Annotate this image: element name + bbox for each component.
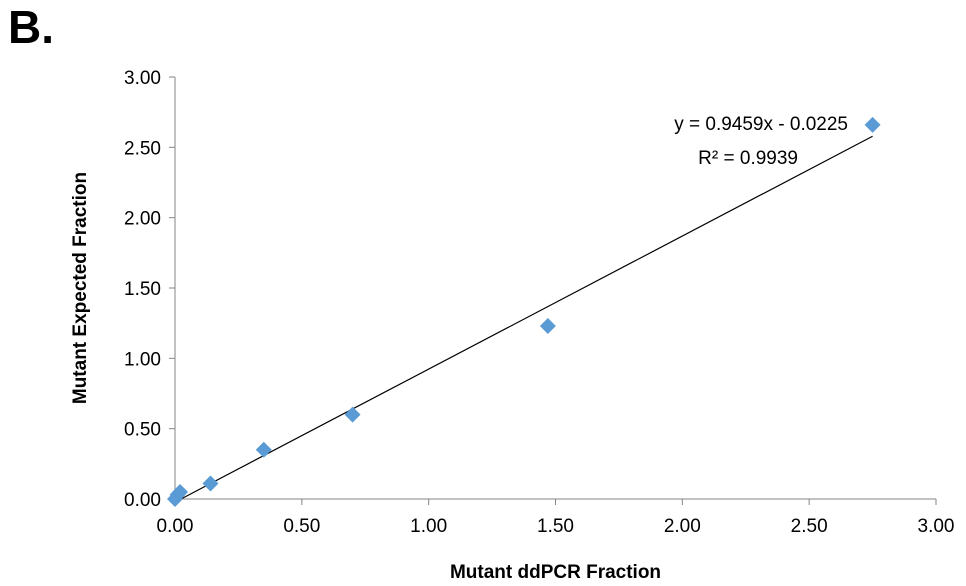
data-point	[172, 483, 189, 500]
data-point	[539, 317, 556, 334]
trendline	[179, 135, 873, 501]
x-tick-label: 3.00	[918, 516, 955, 537]
trendline-group	[179, 135, 873, 501]
y-axis-title: Mutant Expected Fraction	[70, 172, 91, 404]
data-points	[167, 116, 881, 507]
y-tick-label: 2.00	[124, 209, 161, 230]
y-tick-label: 1.50	[124, 279, 161, 300]
data-point	[255, 441, 272, 458]
trendline-equation: y = 0.9459x - 0.0225	[674, 114, 848, 135]
axes	[174, 77, 936, 500]
data-point	[344, 406, 361, 423]
data-point	[202, 475, 219, 492]
x-tick-labels: 0.00 0.50 1.00 1.50 2.00 2.50 3.00	[157, 499, 955, 537]
y-tick-label: 0.00	[124, 490, 161, 511]
y-tick-label: 2.50	[124, 138, 161, 159]
x-tick-label: 1.50	[537, 516, 574, 537]
y-tick-label: 3.00	[124, 68, 161, 89]
y-tick-label: 0.50	[124, 420, 161, 441]
x-tick-label: 0.50	[283, 516, 320, 537]
y-tick-label: 1.00	[124, 349, 161, 370]
y-tick-labels: 0.00 0.50 1.00 1.50 2.00 2.50 3.00	[124, 68, 175, 511]
panel-label: B.	[8, 1, 54, 53]
x-tick-label: 2.00	[664, 516, 701, 537]
x-tick-label: 0.00	[157, 516, 194, 537]
x-tick-label: 1.00	[410, 516, 447, 537]
trendline-r-squared: R² = 0.9939	[698, 148, 798, 169]
x-tick-label: 2.50	[791, 516, 828, 537]
x-axis-title: Mutant ddPCR Fraction	[450, 562, 661, 583]
data-point	[864, 116, 881, 133]
